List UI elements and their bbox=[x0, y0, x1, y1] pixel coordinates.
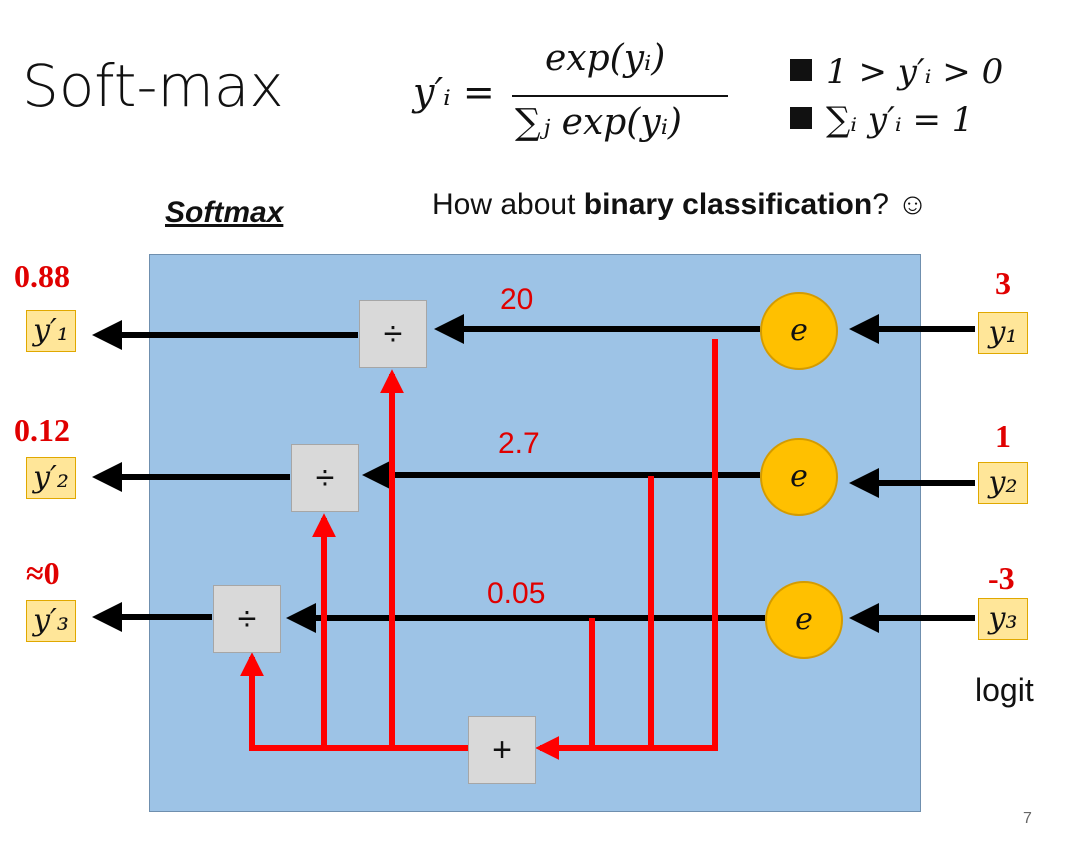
exp-node-2: e bbox=[760, 438, 838, 516]
condition-range: 1 > y′ᵢ > 0 bbox=[790, 52, 1003, 92]
output-label-2: y′₂ bbox=[26, 457, 76, 499]
input-value-1: 3 bbox=[995, 265, 1011, 301]
sum-node: + bbox=[468, 716, 536, 784]
output-value-2: 0.12 bbox=[14, 412, 70, 448]
bullet-square-icon bbox=[790, 59, 812, 81]
diagram-label: Softmax bbox=[165, 196, 284, 229]
exp-value-2: 2.7 bbox=[498, 427, 540, 460]
divide-node-1: ÷ bbox=[359, 300, 427, 368]
input-label-1: y₁ bbox=[978, 312, 1028, 354]
exp-node-3: e bbox=[765, 581, 843, 659]
output-value-1: 0.88 bbox=[14, 258, 70, 294]
output-value-3: ≈0 bbox=[26, 555, 60, 591]
exp-value-1: 20 bbox=[500, 283, 534, 316]
input-label-2: y₂ bbox=[978, 462, 1028, 504]
fraction-bar bbox=[512, 95, 728, 97]
input-label-3: y₃ bbox=[978, 598, 1028, 640]
output-label-1: y′₁ bbox=[26, 310, 76, 352]
input-caption: logit bbox=[975, 672, 1034, 708]
divide-node-2: ÷ bbox=[291, 444, 359, 512]
page-title: Soft-max bbox=[22, 52, 284, 120]
formula-lhs: y′ᵢ = bbox=[413, 70, 495, 114]
output-label-3: y′₃ bbox=[26, 600, 76, 642]
input-value-2: 1 bbox=[995, 418, 1011, 454]
formula-denominator: ∑ⱼ exp(yᵢ) bbox=[515, 102, 682, 143]
bullet-square-icon bbox=[790, 107, 812, 129]
question-text: How about binary classification? ☺ bbox=[432, 188, 928, 221]
input-value-3: -3 bbox=[988, 560, 1015, 596]
condition-sum: ∑ᵢ y′ᵢ = 1 bbox=[790, 100, 973, 140]
page-number: 7 bbox=[1023, 810, 1032, 827]
exp-value-3: 0.05 bbox=[487, 577, 546, 610]
exp-node-1: e bbox=[760, 292, 838, 370]
formula-numerator: exp(yᵢ) bbox=[545, 38, 666, 79]
divide-node-3: ÷ bbox=[213, 585, 281, 653]
